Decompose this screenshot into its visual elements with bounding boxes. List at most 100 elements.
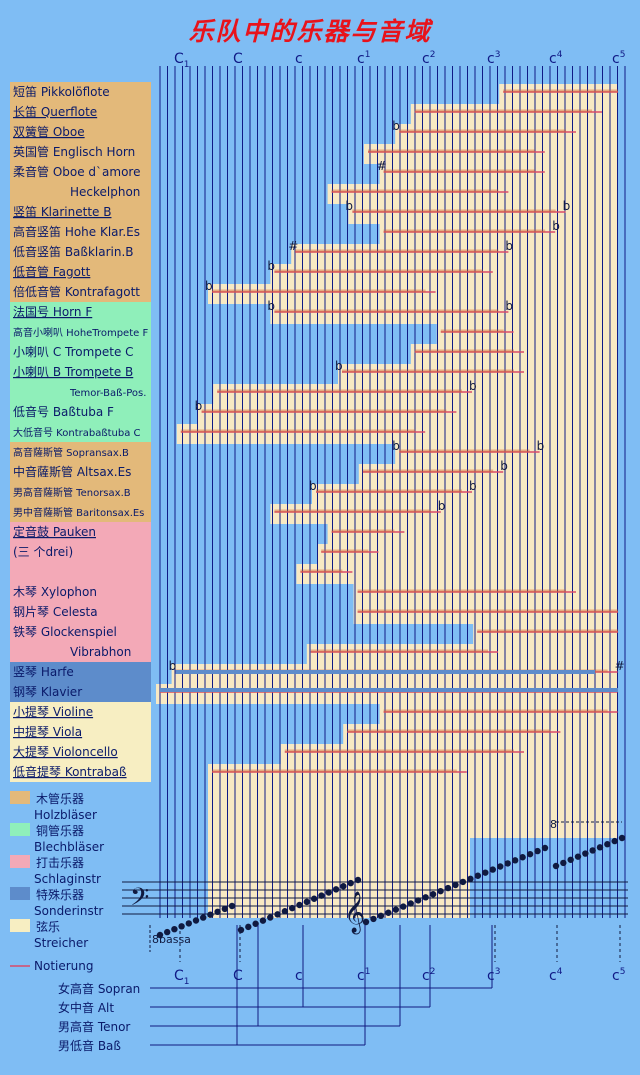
- accidental-low: b: [205, 279, 213, 293]
- instrument-label-cell: [10, 742, 151, 762]
- legend-label-cn: 木管乐器: [36, 791, 84, 806]
- octave-label-top: c4: [549, 50, 563, 67]
- instrument-label-cell: [10, 662, 151, 682]
- instrument-label-cell: [10, 102, 151, 122]
- scale-note: [560, 859, 567, 867]
- instrument-label-cell: [10, 342, 151, 362]
- instrument-label-cell: [10, 222, 151, 242]
- legend-swatch: [10, 791, 30, 804]
- scale-note: [489, 866, 496, 873]
- instrument-label: 小提琴 Violine: [13, 704, 93, 719]
- scale-note: [552, 862, 560, 870]
- octave-label-bottom: c1: [357, 967, 370, 984]
- legend-swatch: [10, 855, 30, 868]
- instrument-label-cell: [10, 582, 151, 602]
- scale-note: [511, 857, 519, 864]
- instrument-label-cell: [10, 702, 151, 722]
- instrument-label: 中提琴 Viola: [13, 724, 82, 739]
- scale-note: [611, 837, 618, 845]
- instrument-label-cell: [10, 362, 151, 382]
- legend-label-de: Holzbläser: [34, 808, 97, 822]
- instrument-label: 倍低音管 Kontrafagott: [13, 284, 140, 299]
- scale-note: [252, 920, 259, 927]
- octave-label-index: 5: [620, 50, 626, 60]
- ottava-bassa-label: 8bassa: [152, 933, 191, 946]
- bass-clef-icon: 𝄢: [130, 883, 149, 918]
- scale-note: [407, 900, 414, 907]
- scale-note: [164, 928, 171, 936]
- accidental-low: b: [392, 119, 400, 133]
- page-title: 乐队中的乐器与音域: [188, 17, 432, 46]
- scale-note: [497, 863, 504, 870]
- legend-label-cn: 特殊乐器: [36, 887, 84, 902]
- accidental-low: b: [392, 439, 400, 453]
- octave-label-bottom: c4: [549, 967, 563, 984]
- instrument-label-cell: [10, 522, 151, 542]
- instrument-label-cell: [10, 602, 151, 622]
- instrument-label: 铁琴 Glockenspiel: [13, 625, 117, 639]
- accidental-high: b: [500, 459, 508, 473]
- octave-label-top: c2: [422, 50, 435, 67]
- instrument-label-cell: [10, 242, 151, 262]
- instrument-label: 钢片琴 Celesta: [13, 605, 98, 619]
- octave-label-top: C1: [174, 51, 190, 70]
- octave-label-top: c: [295, 51, 303, 67]
- voice-label: 男高音 Tenor: [58, 1019, 130, 1034]
- instrument-label: 英国管 Englisch Horn: [13, 144, 135, 159]
- treble-clef-icon: 𝄞: [344, 891, 365, 934]
- instrument-label-cell: [10, 82, 151, 102]
- accidental-high: b: [505, 299, 513, 313]
- octave-label-index: 3: [495, 967, 501, 977]
- instrument-label-cell: [10, 462, 151, 482]
- octave-label-index: 1: [184, 60, 190, 70]
- instrument-label-cell: [10, 562, 151, 582]
- accidental-low: b: [335, 359, 343, 373]
- scale-note: [444, 884, 452, 892]
- scale-note: [482, 869, 489, 876]
- instrument-label-cell: [10, 142, 151, 162]
- scale-note: [288, 904, 296, 912]
- instrument-label: 定音鼓 Pauken: [13, 524, 96, 539]
- accidental-low: b: [267, 299, 275, 313]
- legend-label-de: Sonderinstr: [34, 904, 103, 918]
- scale-note: [385, 909, 392, 916]
- octave-label-bottom: C1: [174, 968, 190, 987]
- scale-note: [534, 847, 541, 855]
- scale-note: [178, 923, 185, 930]
- scale-note: [519, 854, 526, 861]
- scale-note: [370, 915, 377, 923]
- instrument-label-cell: [10, 402, 151, 422]
- instrument-label-cell: [10, 482, 151, 502]
- scale-note: [618, 834, 626, 842]
- accidental-low: b: [267, 259, 275, 273]
- scale-note: [474, 872, 482, 879]
- scale-note: [400, 903, 407, 910]
- scale-note: [415, 897, 422, 904]
- instrument-label-cell: [10, 282, 151, 302]
- instrument-label: 短笛 Pikkolöflote: [13, 84, 110, 99]
- instrument-label: 竖琴 Harfe: [13, 665, 74, 679]
- scale-note: [267, 914, 274, 921]
- instrument-label: 柔音管 Oboe d`amore: [13, 164, 140, 179]
- octave-label-bottom: C: [233, 968, 243, 984]
- octave-label-top: c3: [487, 50, 500, 67]
- octave-label-index: 2: [430, 967, 436, 977]
- accidental-high: b: [537, 439, 545, 453]
- scale-note: [459, 878, 467, 886]
- accidental-low: #: [377, 159, 387, 173]
- octave-label-index: 5: [620, 967, 626, 977]
- instrument-label: 木琴 Xylophon: [13, 585, 97, 599]
- scale-note: [185, 920, 192, 927]
- scale-note: [347, 879, 354, 887]
- accidental-low: #: [288, 239, 298, 253]
- instrument-label-cell: [10, 762, 151, 782]
- octave-label-index: 1: [365, 50, 371, 60]
- octave-label-top: c1: [357, 50, 370, 67]
- accidental-high: b: [469, 379, 477, 393]
- instrument-label: 中音薩斯管 Altsax.Es: [13, 464, 131, 479]
- instrument-label: 低音竖笛 Baßklarin.B: [13, 244, 134, 259]
- instrument-label: Vibrabhon: [70, 645, 131, 659]
- scale-note: [362, 918, 370, 926]
- voice-label: 女中音 Alt: [58, 1000, 114, 1015]
